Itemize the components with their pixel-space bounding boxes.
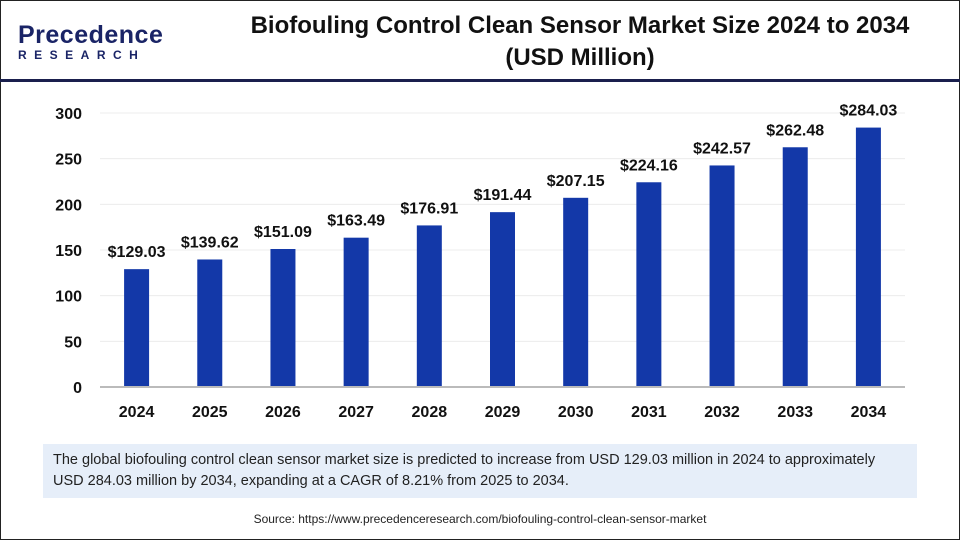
source-text: Source: https://www.precedenceresearch.c… <box>253 512 707 526</box>
chart-title: Biofouling Control Clean Sensor Market S… <box>200 10 960 74</box>
bar <box>563 197 589 387</box>
x-tick-label: 2024 <box>119 404 155 421</box>
bar <box>343 237 369 387</box>
bar <box>270 249 296 387</box>
x-tick-label: 2028 <box>412 404 448 421</box>
bar <box>709 165 735 387</box>
data-label: $242.57 <box>693 140 751 157</box>
data-label: $163.49 <box>327 213 385 230</box>
data-label: $176.91 <box>400 200 458 217</box>
data-label: $224.16 <box>620 157 678 174</box>
logo-wordmark: Precedence <box>18 21 164 49</box>
data-label: $191.44 <box>474 187 532 204</box>
data-label: $262.48 <box>766 122 824 139</box>
y-tick-label: 50 <box>64 334 82 351</box>
data-label: $129.03 <box>108 244 166 261</box>
data-label: $151.09 <box>254 224 312 241</box>
x-tick-label: 2025 <box>192 404 228 421</box>
logo-subtitle: RESEARCH <box>18 48 146 62</box>
y-tick-label: 300 <box>55 106 82 123</box>
bar <box>636 182 662 387</box>
bar <box>490 212 515 387</box>
bar-chart: 0 50 100 150 200 250 300 $129.03 2024 $139.62 2025… <box>55 103 905 421</box>
y-tick-label: 200 <box>55 197 82 214</box>
title-line-2: (USD Million) <box>505 44 655 71</box>
bar <box>782 147 808 387</box>
data-label: $207.15 <box>547 173 605 190</box>
x-tick-label: 2027 <box>338 404 374 421</box>
bar <box>416 225 442 387</box>
data-label: $139.62 <box>181 234 239 251</box>
x-tick-label: 2032 <box>704 404 740 421</box>
y-tick-label: 250 <box>55 152 82 169</box>
y-tick-label: 0 <box>73 380 82 397</box>
x-tick-label: 2029 <box>485 404 521 421</box>
x-tick-label: 2033 <box>777 404 813 421</box>
x-tick-label: 2034 <box>851 404 887 421</box>
bar <box>197 259 223 387</box>
bar <box>124 269 150 387</box>
summary-note: The global biofouling control clean sens… <box>43 444 917 498</box>
x-tick-label: 2030 <box>558 404 594 421</box>
title-line-1: Biofouling Control Clean Sensor Market S… <box>250 12 910 39</box>
bar <box>855 127 881 387</box>
x-tick-label: 2031 <box>631 404 667 421</box>
data-label: $284.03 <box>839 103 897 120</box>
x-tick-label: 2026 <box>265 404 301 421</box>
logo: Precedence RESEARCH <box>18 21 164 62</box>
y-tick-label: 150 <box>55 243 82 260</box>
y-tick-label: 100 <box>55 289 82 306</box>
header-divider <box>0 79 960 82</box>
